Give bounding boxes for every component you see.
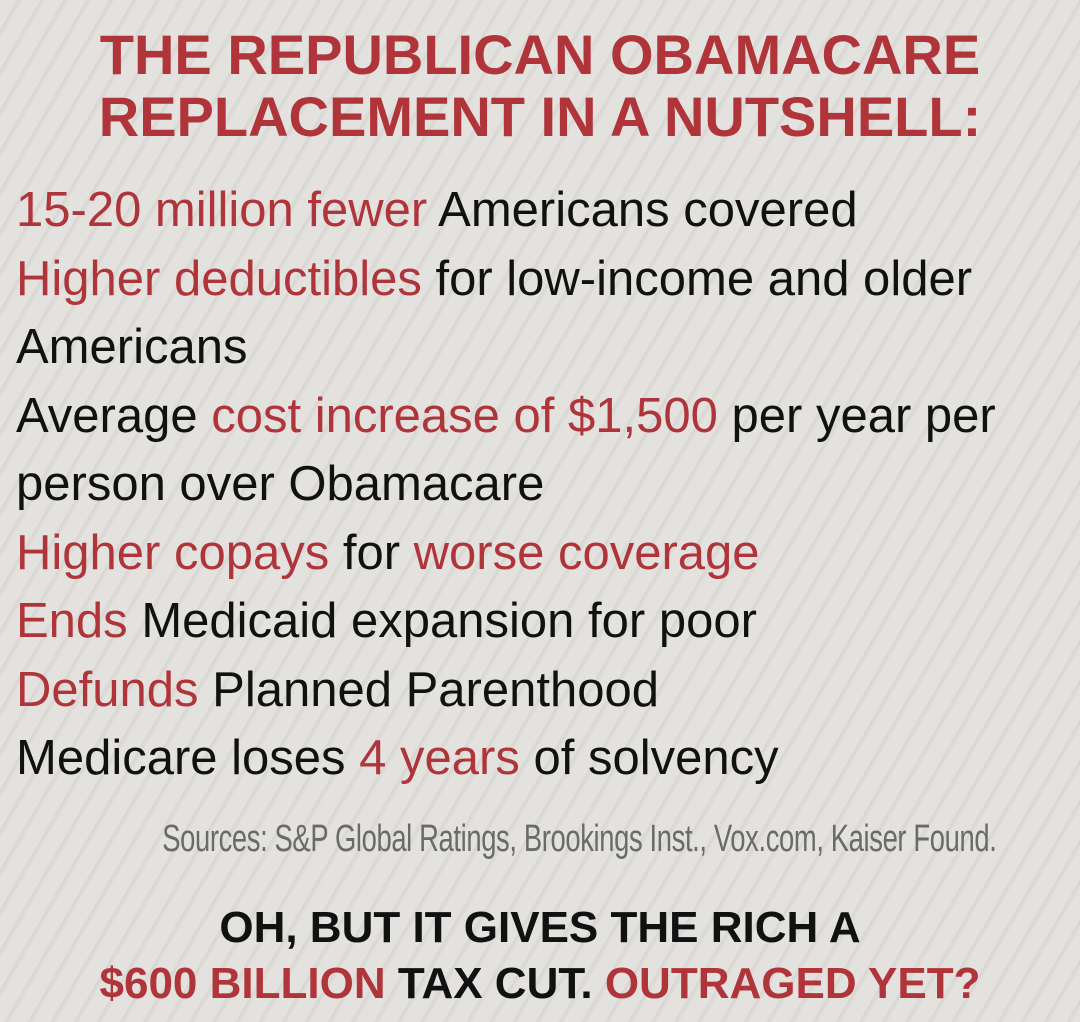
text: Average <box>16 388 198 443</box>
footer: OH, BUT IT GIVES THE RICH A $600 BILLION … <box>0 900 1080 1012</box>
bullet: 15-20 million fewer Americans covered <box>16 176 1066 245</box>
text: Medicare loses <box>16 731 346 785</box>
bullet-list: 15-20 million fewer Americans covered Hig… <box>16 176 1066 793</box>
text: of solvency <box>533 731 779 785</box>
text: OH, BUT IT GIVES THE RICH A <box>219 903 861 952</box>
title-line: REPLACEMENT IN A NUTSHELL: <box>98 85 982 148</box>
highlight-text: OUTRAGED YET? <box>604 959 981 1008</box>
footer-line: $600 BILLION TAX CUT. OUTRAGED YET? <box>0 956 1080 1012</box>
highlight-text: Defunds <box>16 662 199 717</box>
text: for <box>342 525 401 580</box>
text: TAX CUT. <box>397 959 593 1008</box>
text: Planned Parenthood <box>212 662 659 717</box>
bullet: Ends Medicaid expansion for poor <box>16 587 1066 656</box>
text: for low-income and older Americans <box>16 251 973 375</box>
highlight-text: 4 years <box>359 731 520 785</box>
text: per year per person over Obamacare <box>16 388 996 512</box>
footer-line: OH, BUT IT GIVES THE RICH A <box>0 900 1080 956</box>
highlight-text: 15-20 million fewer <box>16 183 428 237</box>
text: Americans covered <box>438 183 858 237</box>
text: Medicaid expansion for poor <box>141 594 757 648</box>
bullet: Higher copays for worse coverage <box>16 519 1066 588</box>
highlight-text: Higher deductibles <box>16 251 422 306</box>
bullet: Defunds Planned Parenthood <box>16 656 1066 725</box>
sources: Sources: S&P Global Ratings, Brookings I… <box>0 818 1080 861</box>
bullet: Higher deductibles for low-income and ol… <box>16 245 1066 382</box>
highlight-text: worse coverage <box>413 525 760 580</box>
highlight-text: Ends <box>16 594 128 648</box>
bullet: Average cost increase of $1,500 per year… <box>16 382 1066 519</box>
title: THE REPUBLICAN OBAMACARE REPLACEMENT IN A… <box>0 24 1080 148</box>
highlight-text: $600 BILLION <box>99 959 386 1008</box>
sources-text: Sources: S&P Global Ratings, Brookings I… <box>162 818 997 860</box>
highlight-text: Higher copays <box>16 525 330 580</box>
highlight-text: cost increase of $1,500 <box>211 388 718 443</box>
title-line: THE REPUBLICAN OBAMACARE <box>99 23 981 86</box>
bullet: Medicare loses 4 years of solvency <box>16 724 1066 793</box>
